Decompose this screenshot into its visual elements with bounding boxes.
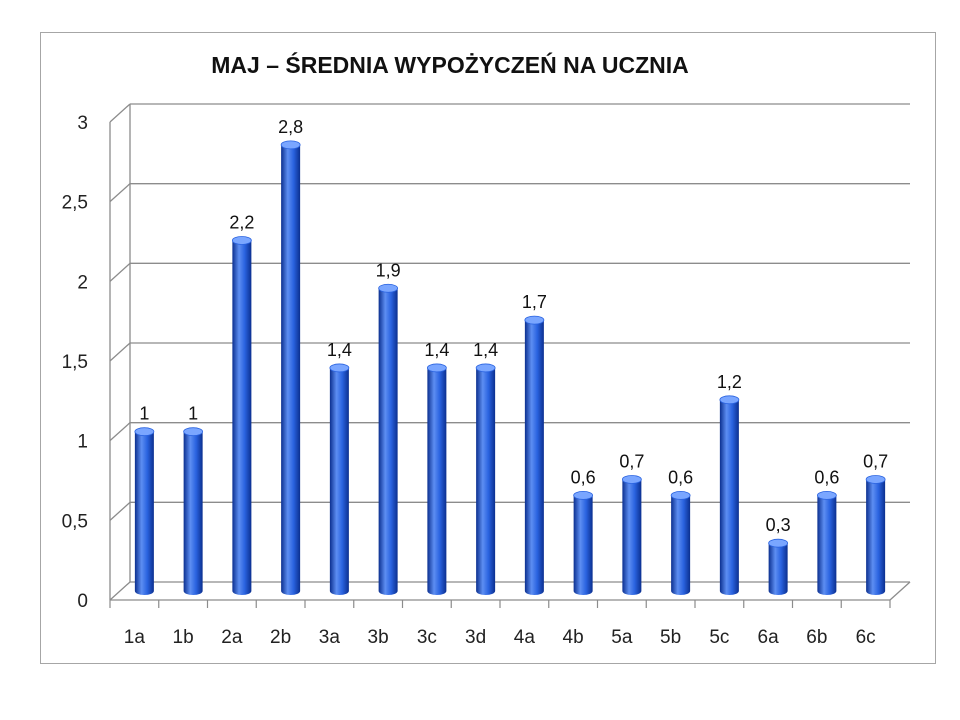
bar-top <box>231 236 252 245</box>
bar-value-label: 0,6 <box>668 467 693 487</box>
bar-top <box>329 363 350 373</box>
bar <box>476 367 496 595</box>
gridline-connector <box>109 581 131 601</box>
gridline-connector <box>109 183 131 203</box>
bar-value-label: 0,6 <box>814 467 839 487</box>
x-tick-label: 3d <box>465 627 486 648</box>
y-tick-label: 1,5 <box>62 352 88 373</box>
x-tick-label: 6c <box>856 627 876 648</box>
bar-value-label: 1 <box>188 404 198 424</box>
bar-top <box>573 490 594 500</box>
bar-value-label: 0,6 <box>571 467 596 487</box>
bar <box>768 543 788 595</box>
x-tick-label: 3b <box>368 627 389 648</box>
bar-value-label: 0,7 <box>863 451 888 471</box>
x-tick-label: 6b <box>806 627 827 648</box>
bar-top <box>768 538 789 548</box>
bar-top <box>670 490 691 500</box>
bar-value-label: 1,7 <box>522 292 547 312</box>
bar-value-label: 1 <box>139 404 149 424</box>
bar-top <box>378 283 399 293</box>
bar <box>183 431 203 595</box>
bar-top <box>816 490 837 500</box>
y-tick-label: 3 <box>77 113 88 134</box>
bar-top <box>865 475 886 484</box>
bar-top <box>426 363 447 373</box>
bar-value-label: 0,3 <box>766 515 791 535</box>
bar-value-label: 2,8 <box>278 117 303 137</box>
bar-value-label: 2,2 <box>229 212 254 232</box>
bar-value-label: 1,4 <box>424 340 449 360</box>
bar <box>866 479 886 595</box>
bar-value-label: 1,9 <box>376 260 401 280</box>
bar-value-label: 1,4 <box>327 340 352 360</box>
bar-top <box>134 427 155 437</box>
bar-top <box>280 140 301 150</box>
bar <box>573 495 593 595</box>
x-tick-label: 4a <box>514 627 536 648</box>
bar <box>719 399 739 595</box>
bar <box>817 495 837 595</box>
x-tick-label: 2b <box>270 627 291 648</box>
x-tick-label: 1a <box>124 627 146 648</box>
bar <box>232 240 252 595</box>
y-tick-label: 2,5 <box>62 193 88 214</box>
bar <box>378 288 398 595</box>
bar <box>622 479 642 595</box>
bar-top <box>183 427 204 437</box>
bar-value-label: 0,7 <box>619 451 644 471</box>
bar-top <box>719 395 740 405</box>
bar-value-label: 1,4 <box>473 340 498 360</box>
y-tick-label: 2 <box>77 272 88 293</box>
gridline-connector <box>109 262 131 282</box>
x-tick-label: 5a <box>611 627 633 648</box>
bar-value-label: 1,2 <box>717 372 742 392</box>
floor-right-edge <box>889 581 911 601</box>
y-tick-label: 0,5 <box>62 511 88 532</box>
x-tick-label: 3c <box>417 627 437 648</box>
chart-title: MAJ – ŚREDNIA WYPOŻYCZEŃ NA UCZNIA <box>211 52 689 78</box>
y-tick-label: 1 <box>77 432 88 453</box>
bar-top <box>524 315 545 325</box>
x-tick-label: 6a <box>758 627 780 648</box>
y-tick-label: 0 <box>77 591 88 612</box>
gridline-connector <box>109 422 131 442</box>
x-tick-label: 3a <box>319 627 341 648</box>
bar <box>281 144 301 595</box>
bar <box>134 431 154 595</box>
bar <box>671 495 691 595</box>
x-tick-label: 5c <box>709 627 729 648</box>
bar <box>524 320 544 595</box>
gridline-connector <box>109 501 131 521</box>
bar <box>427 367 447 595</box>
gridline-connector <box>109 103 131 123</box>
x-tick-label: 1b <box>173 627 194 648</box>
x-tick-label: 4b <box>563 627 584 648</box>
bar <box>329 367 349 595</box>
bar-top <box>475 363 496 373</box>
bar-top <box>621 475 642 484</box>
x-tick-label: 2a <box>221 627 243 648</box>
gridline-connector <box>109 342 131 362</box>
x-tick-label: 5b <box>660 627 681 648</box>
